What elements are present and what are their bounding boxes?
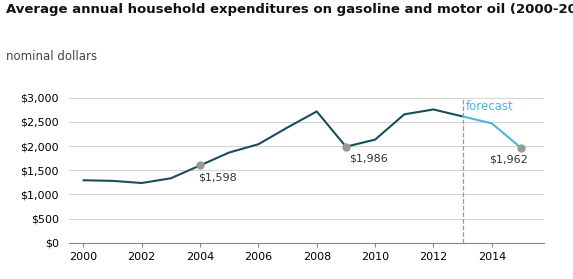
Text: forecast: forecast [466, 100, 514, 113]
Text: $1,986: $1,986 [349, 154, 387, 164]
Text: nominal dollars: nominal dollars [6, 50, 97, 63]
Text: Average annual household expenditures on gasoline and motor oil (2000-2015): Average annual household expenditures on… [6, 3, 573, 16]
Text: $1,598: $1,598 [199, 172, 237, 182]
Text: $1,962: $1,962 [489, 155, 528, 165]
